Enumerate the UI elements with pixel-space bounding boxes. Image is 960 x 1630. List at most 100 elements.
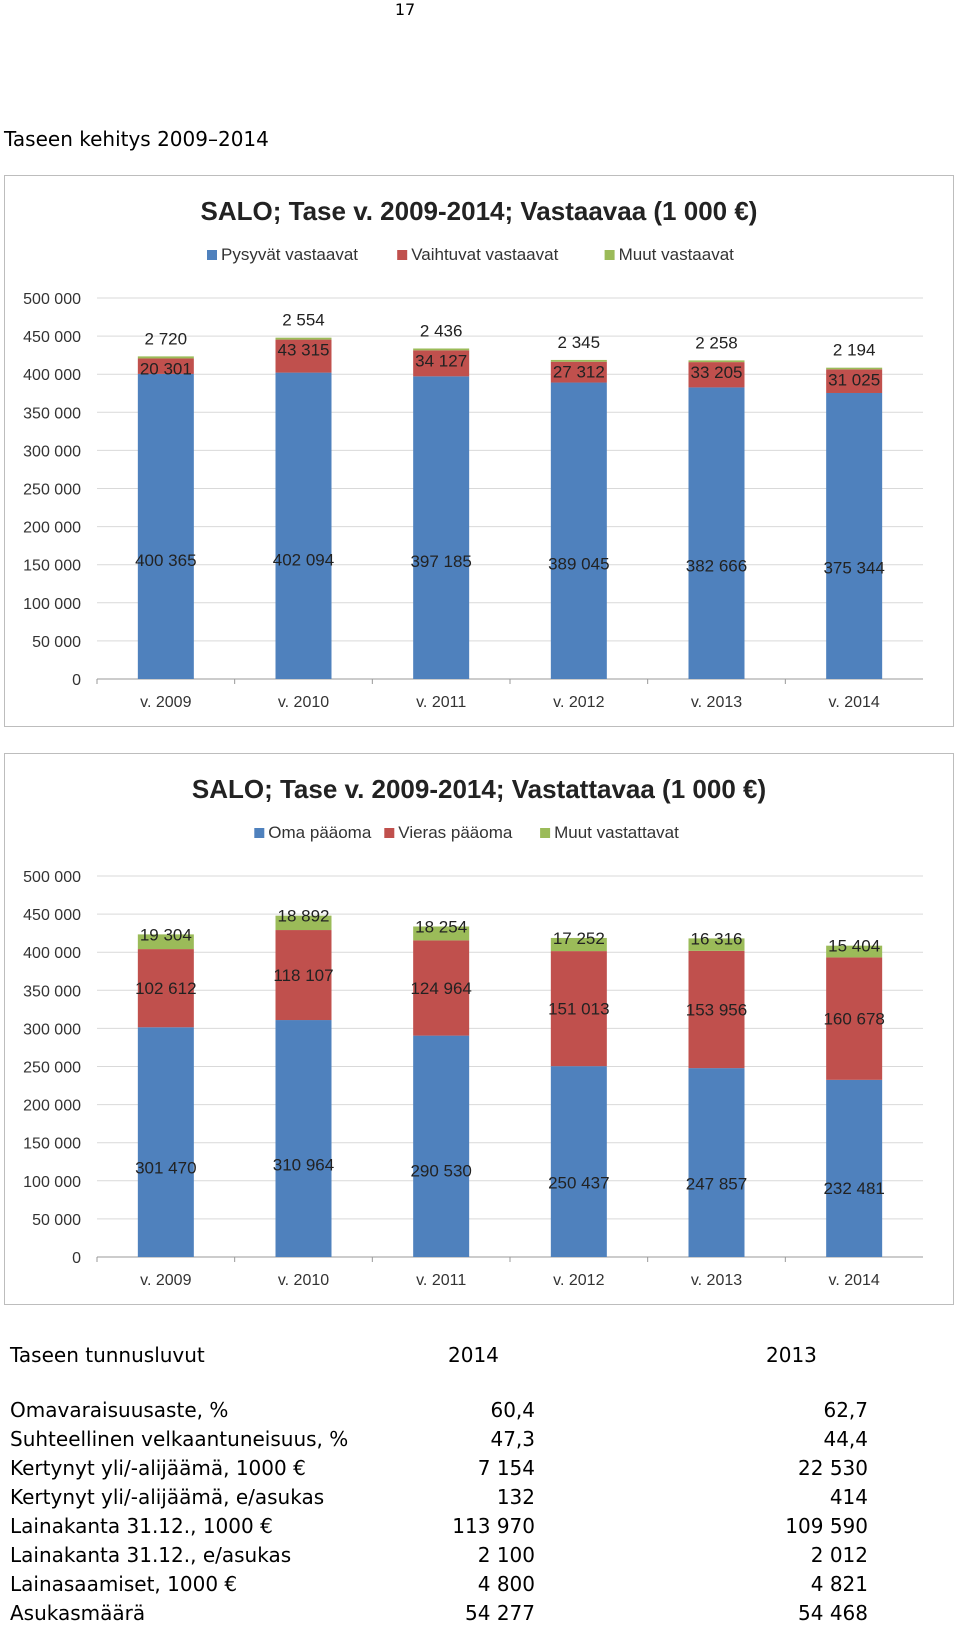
y-tick-label: 500 000	[23, 291, 81, 308]
x-tick-label: v. 2009	[140, 1272, 191, 1289]
bar-segment	[688, 950, 745, 1069]
legend-swatch	[604, 250, 615, 260]
bar-segment	[688, 1068, 745, 1257]
data-label: 400 365	[135, 551, 196, 570]
kpi-value-2014: 132	[496, 1485, 535, 1509]
data-label: 2 194	[833, 341, 876, 360]
data-label: 43 315	[278, 341, 330, 360]
x-tick-label: v. 2014	[829, 694, 880, 711]
legend-swatch	[254, 828, 265, 838]
x-tick-label: v. 2013	[691, 1272, 742, 1289]
data-label: 20 301	[140, 359, 192, 378]
data-label: 389 045	[548, 554, 609, 573]
data-label: 31 025	[828, 370, 880, 389]
x-tick-label: v. 2012	[553, 694, 604, 711]
y-tick-label: 250 000	[23, 482, 81, 499]
data-label: 18 892	[278, 907, 330, 926]
bar-segment	[550, 361, 607, 383]
bar-segment	[137, 373, 194, 679]
kpi-value-2014: 54 277	[465, 1601, 535, 1625]
data-label: 102 612	[135, 979, 196, 998]
kpi-col-2014: 2014	[448, 1343, 499, 1367]
kpi-label: Kertynyt yli/-alijäämä, e/asukas	[10, 1485, 325, 1509]
kpi-label: Lainakanta 31.12., 1000 €	[10, 1514, 273, 1538]
y-tick-label: 0	[72, 1250, 81, 1267]
x-tick-label: v. 2011	[416, 694, 466, 711]
kpi-table: Omavaraisuusaste, % 60,4 62,7 Suhteellinen …	[10, 1398, 870, 1630]
legend-label: Pysyvät vastaavat	[221, 245, 358, 264]
kpi-value-2013: 2 012	[810, 1543, 868, 1567]
chart-title: SALO; Tase v. 2009-2014; Vastaavaa (1 00…	[201, 196, 758, 226]
legend-label: Muut vastaavat	[619, 245, 735, 264]
data-label: 17 252	[553, 929, 605, 948]
kpi-value-2014: 7 154	[477, 1456, 535, 1480]
kpi-table-title: Taseen tunnusluvut	[10, 1343, 205, 1367]
kpi-value-2014: 113 970	[452, 1514, 535, 1538]
y-tick-label: 0	[72, 672, 81, 689]
bar-segment	[413, 940, 470, 1036]
kpi-row: Lainasaamiset, 1000 € 4 800 4 821	[10, 1572, 870, 1601]
y-tick-label: 350 000	[23, 983, 81, 1000]
bar-segment	[688, 362, 745, 388]
data-label: 2 345	[558, 333, 601, 352]
chart-vastattavaa-svg: SALO; Tase v. 2009-2014; Vastattavaa (1 …	[23, 774, 923, 1289]
bar-segment	[826, 1079, 883, 1257]
bar-segment	[275, 372, 332, 679]
data-label: 375 344	[823, 558, 884, 577]
legend-label: Oma pääoma	[268, 823, 372, 842]
data-label: 310 964	[273, 1156, 334, 1175]
kpi-value-2014: 2 100	[477, 1543, 535, 1567]
bar-segment	[275, 337, 332, 340]
data-label: 16 316	[691, 929, 743, 948]
chart-vastattavaa: SALO; Tase v. 2009-2014; Vastattavaa (1 …	[4, 753, 954, 1305]
y-tick-label: 100 000	[23, 1174, 81, 1191]
legend-label: Vieras pääoma	[398, 823, 513, 842]
kpi-value-2013: 44,4	[823, 1427, 868, 1451]
kpi-row: Suhteellinen velkaantuneisuus, % 47,3 44,4	[10, 1427, 870, 1456]
y-tick-label: 450 000	[23, 907, 81, 924]
kpi-row: Lainakanta 31.12., e/asukas 2 100 2 012	[10, 1543, 870, 1572]
data-label: 2 436	[420, 321, 463, 340]
bar-segment	[413, 1035, 470, 1257]
legend-swatch	[397, 250, 408, 260]
data-label: 232 481	[823, 1179, 884, 1198]
kpi-value-2013: 4 821	[810, 1572, 868, 1596]
data-label: 33 205	[691, 363, 743, 382]
x-tick-label: v. 2014	[829, 1272, 880, 1289]
legend-label: Vaihtuvat vastaavat	[411, 245, 558, 264]
chart-vastaavaa: SALO; Tase v. 2009-2014; Vastaavaa (1 00…	[4, 175, 954, 727]
bar-segment	[826, 945, 883, 958]
legend-swatch	[384, 828, 395, 838]
data-label: 247 857	[686, 1174, 747, 1193]
y-tick-label: 450 000	[23, 329, 81, 346]
kpi-label: Kertynyt yli/-alijäämä, 1000 €	[10, 1456, 306, 1480]
data-label: 153 956	[686, 1000, 747, 1019]
bar-segment	[688, 360, 745, 363]
chart-title: SALO; Tase v. 2009-2014; Vastattavaa (1 …	[192, 774, 766, 804]
bar-segment	[688, 938, 745, 951]
data-label: 2 554	[282, 311, 325, 330]
legend-swatch	[540, 828, 551, 838]
bar-segment	[137, 1027, 194, 1257]
kpi-row: Omavaraisuusaste, % 60,4 62,7	[10, 1398, 870, 1427]
kpi-row: Lainakanta 31.12., 1000 € 113 970 109 590	[10, 1514, 870, 1543]
kpi-col-2013: 2013	[766, 1343, 817, 1367]
y-tick-label: 300 000	[23, 443, 81, 460]
x-tick-label: v. 2013	[691, 694, 742, 711]
bar-segment	[413, 348, 470, 351]
kpi-label: Lainasaamiset, 1000 €	[10, 1572, 238, 1596]
bar-segment	[413, 376, 470, 679]
bar-segment	[826, 367, 883, 370]
data-label: 382 666	[686, 556, 747, 575]
data-label: 250 437	[548, 1174, 609, 1193]
data-label: 15 404	[828, 937, 880, 956]
y-tick-label: 150 000	[23, 558, 81, 575]
bar-segment	[275, 1020, 332, 1257]
y-tick-label: 50 000	[32, 1212, 81, 1229]
section-heading: Taseen kehitys 2009–2014	[4, 127, 269, 151]
page-number: 17	[394, 0, 416, 19]
data-label: 118 107	[273, 966, 333, 985]
bar-segment	[550, 1066, 607, 1257]
kpi-value-2013: 54 468	[798, 1601, 868, 1625]
bar-segment	[413, 350, 470, 377]
